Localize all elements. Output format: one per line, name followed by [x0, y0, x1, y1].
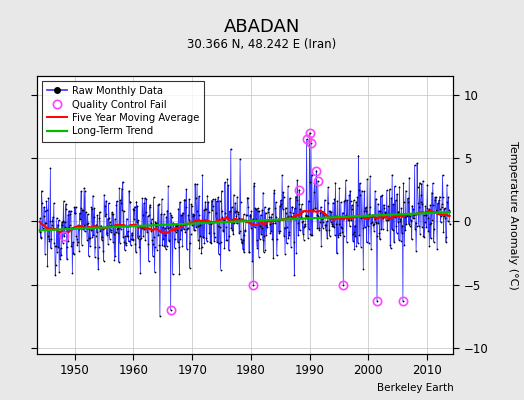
Y-axis label: Temperature Anomaly (°C): Temperature Anomaly (°C) [508, 141, 518, 289]
Text: ABADAN: ABADAN [224, 18, 300, 36]
Text: Berkeley Earth: Berkeley Earth [377, 383, 453, 393]
Legend: Raw Monthly Data, Quality Control Fail, Five Year Moving Average, Long-Term Tren: Raw Monthly Data, Quality Control Fail, … [42, 81, 204, 142]
Text: 30.366 N, 48.242 E (Iran): 30.366 N, 48.242 E (Iran) [188, 38, 336, 51]
